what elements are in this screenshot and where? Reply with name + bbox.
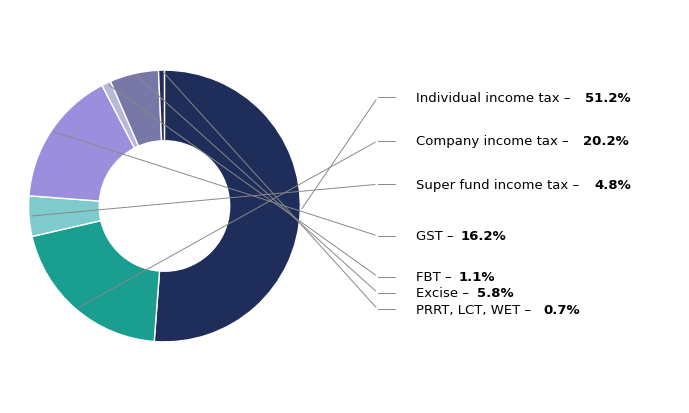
Wedge shape: [158, 71, 165, 142]
Text: 16.2%: 16.2%: [460, 230, 506, 243]
Text: 20.2%: 20.2%: [583, 135, 629, 148]
Wedge shape: [110, 71, 162, 147]
Text: GST –: GST –: [416, 230, 457, 243]
Text: Individual income tax –: Individual income tax –: [416, 92, 575, 104]
Text: Company income tax –: Company income tax –: [416, 135, 573, 148]
Wedge shape: [29, 86, 134, 202]
Text: 51.2%: 51.2%: [585, 92, 630, 104]
Text: Excise –: Excise –: [416, 287, 473, 300]
Text: 0.7%: 0.7%: [543, 303, 579, 316]
Wedge shape: [102, 82, 138, 149]
Wedge shape: [154, 71, 300, 342]
Text: 1.1%: 1.1%: [458, 271, 495, 283]
Text: 5.8%: 5.8%: [477, 287, 513, 300]
Wedge shape: [32, 221, 160, 342]
Text: Super fund income tax –: Super fund income tax –: [416, 178, 583, 191]
Wedge shape: [28, 196, 101, 237]
Text: FBT –: FBT –: [416, 271, 455, 283]
Text: 4.8%: 4.8%: [594, 178, 631, 191]
Text: PRRT, LCT, WET –: PRRT, LCT, WET –: [416, 303, 535, 316]
